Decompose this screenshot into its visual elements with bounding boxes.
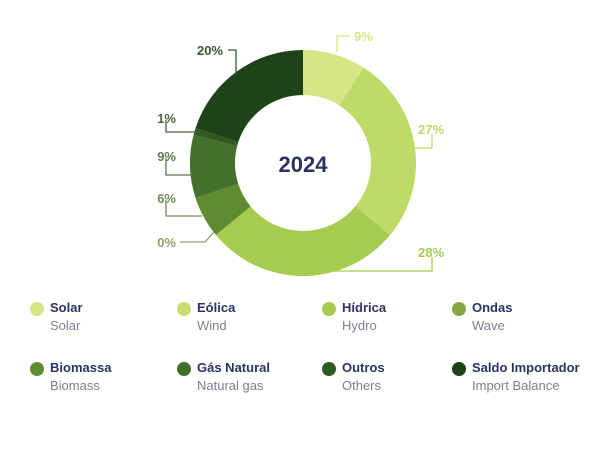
legend-dot-icon: [452, 362, 466, 376]
legend-label-pt: Gás Natural: [197, 360, 270, 375]
legend-label-en: Solar: [50, 318, 81, 333]
legend-dot-icon: [30, 362, 44, 376]
donut-segment: [195, 50, 303, 142]
leader-line: [165, 200, 202, 217]
legend-label-en: Wave: [472, 318, 505, 333]
legend-label-en: Wind: [197, 318, 227, 333]
label-leaders: 9% 27% 28% 0% 6% 9% 1% 20%: [157, 29, 444, 272]
leader-line: [180, 231, 215, 243]
leader-line: [165, 120, 200, 133]
segment-value-label: 9%: [157, 149, 176, 164]
donut-segments: [190, 50, 416, 277]
leader-line: [228, 49, 237, 75]
legend-label-pt: Ondas: [472, 300, 513, 315]
legend-item-solar: Solar Solar: [30, 300, 170, 340]
legend-item-saldo-importador: Saldo Importador Import Balance: [452, 360, 592, 400]
legend-dot-icon: [177, 362, 191, 376]
legend-item-ondas: Ondas Wave: [452, 300, 592, 340]
legend-dot-icon: [452, 302, 466, 316]
legend-label-pt: Saldo Importador: [472, 360, 580, 375]
legend-label-pt: Solar: [50, 300, 83, 315]
donut-segment: [215, 206, 391, 277]
legend-item-biomassa: Biomassa Biomass: [30, 360, 170, 400]
segment-value-label: 28%: [418, 245, 444, 260]
donut-segment: [190, 134, 239, 198]
legend-label-pt: Hídrica: [342, 300, 387, 315]
segment-value-label: 6%: [157, 191, 176, 206]
legend-dot-icon: [177, 302, 191, 316]
segment-value-label: 0%: [157, 235, 176, 250]
donut-segment: [193, 128, 239, 147]
segment-value-label: 20%: [197, 43, 223, 58]
segment-value-label: 1%: [157, 111, 176, 126]
leader-line: [412, 134, 433, 149]
leader-line: [165, 158, 192, 176]
legend-item-outros: Outros Others: [322, 360, 462, 400]
legend-label-en: Biomass: [50, 378, 100, 393]
legend-label-en: Natural gas: [197, 378, 264, 393]
legend-label-pt: Biomassa: [50, 360, 112, 375]
center-year-label: 2024: [279, 152, 329, 177]
donut-chart: 9% 27% 28% 0% 6% 9% 1% 20% 2024: [157, 29, 444, 277]
legend-dot-icon: [30, 302, 44, 316]
legend-item-hidrica: Hídrica Hydro: [322, 300, 462, 340]
donut-segment: [339, 67, 416, 236]
donut-segment: [195, 184, 251, 236]
legend-dot-icon: [322, 302, 336, 316]
legend-dot-icon: [322, 362, 336, 376]
legend-label-en: Hydro: [342, 318, 377, 333]
legend-label-pt: Eólica: [197, 300, 236, 315]
leader-line: [330, 257, 433, 272]
segment-value-label: 27%: [418, 122, 444, 137]
legend: Solar Solar Eólica Wind Hídrica Hydro On…: [0, 300, 600, 410]
legend-label-pt: Outros: [342, 360, 385, 375]
leader-line: [336, 35, 350, 52]
segment-value-label: 9%: [354, 29, 373, 44]
legend-label-en: Import Balance: [472, 378, 560, 393]
donut-segment: [303, 50, 364, 106]
legend-item-gas-natural: Gás Natural Natural gas: [177, 360, 317, 400]
legend-label-en: Others: [342, 378, 382, 393]
legend-item-eolica: Eólica Wind: [177, 300, 317, 340]
